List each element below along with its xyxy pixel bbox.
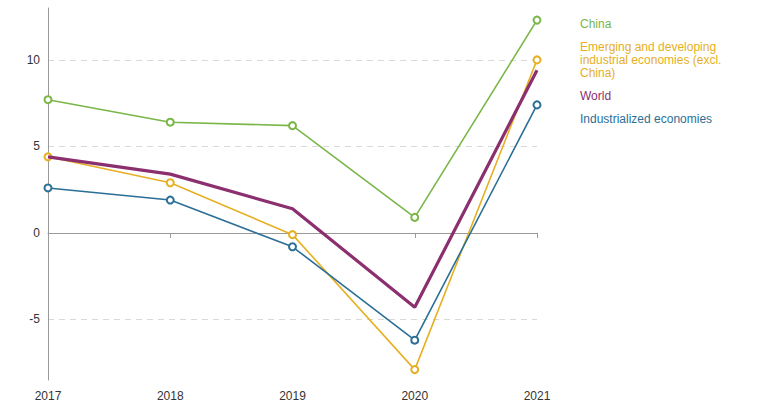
svg-text:-5: -5 xyxy=(29,312,40,326)
svg-text:China): China) xyxy=(580,66,615,80)
svg-text:2020: 2020 xyxy=(401,389,428,403)
svg-text:World: World xyxy=(580,89,611,103)
svg-text:Emerging and developing: Emerging and developing xyxy=(580,40,719,54)
svg-text:5: 5 xyxy=(33,139,40,153)
svg-text:Industrialized economies: Industrialized economies xyxy=(580,112,712,126)
svg-text:China: China xyxy=(580,17,612,31)
svg-text:2017: 2017 xyxy=(35,389,62,403)
svg-text:2018: 2018 xyxy=(157,389,184,403)
svg-text:10: 10 xyxy=(27,53,41,67)
svg-text:2019: 2019 xyxy=(279,389,306,403)
svg-text:2021: 2021 xyxy=(524,389,551,403)
svg-text:industrial economies (excl.: industrial economies (excl. xyxy=(580,53,725,67)
svg-text:0: 0 xyxy=(33,226,40,240)
